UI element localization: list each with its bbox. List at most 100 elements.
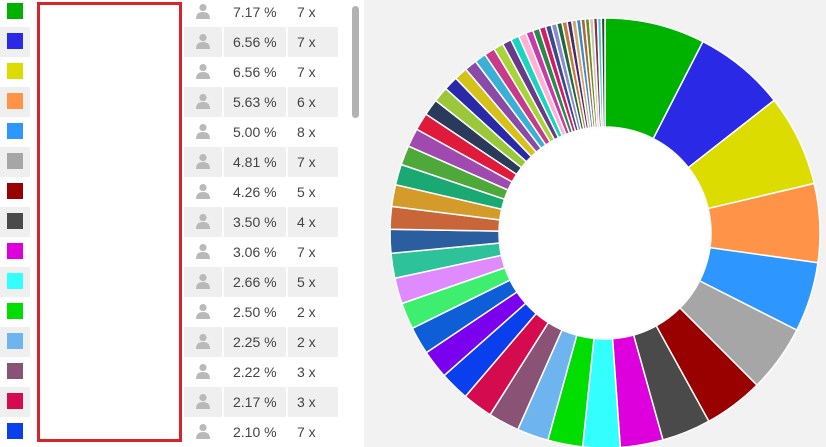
user-icon xyxy=(196,334,210,349)
color-swatch xyxy=(7,363,23,379)
user-icon xyxy=(196,154,210,169)
count-value: 4 x xyxy=(297,214,316,230)
user-icon xyxy=(196,394,210,409)
swatch-cell xyxy=(0,327,30,357)
percent-value: 6.56 % xyxy=(233,34,277,50)
table-row[interactable]: 4.81 % 7 x xyxy=(0,147,340,177)
name-cell xyxy=(34,417,182,447)
percent-cell: 3.06 % xyxy=(224,237,286,267)
percent-value: 5.63 % xyxy=(233,94,277,110)
count-value: 7 x xyxy=(297,424,316,440)
swatch-cell xyxy=(0,0,30,27)
table-row[interactable]: 2.50 % 2 x xyxy=(0,297,340,327)
table-row[interactable]: 2.25 % 2 x xyxy=(0,327,340,357)
color-swatch xyxy=(7,333,23,349)
icon-cell xyxy=(184,357,222,387)
count-value: 3 x xyxy=(297,394,316,410)
table-row[interactable]: 3.06 % 7 x xyxy=(0,237,340,267)
percent-cell: 2.10 % xyxy=(224,417,286,447)
table-row[interactable]: 3.50 % 4 x xyxy=(0,207,340,237)
highlight-box xyxy=(37,2,182,442)
percent-value: 7.17 % xyxy=(233,4,277,20)
count-cell: 7 x xyxy=(288,237,338,267)
name-cell xyxy=(34,57,182,87)
count-cell: 2 x xyxy=(288,297,338,327)
table-row[interactable]: 6.56 % 7 x xyxy=(0,27,340,57)
table-row[interactable]: 5.00 % 8 x xyxy=(0,117,340,147)
icon-cell xyxy=(184,57,222,87)
color-swatch xyxy=(7,243,23,259)
color-swatch xyxy=(7,183,23,199)
swatch-cell xyxy=(0,267,30,297)
percent-cell: 5.00 % xyxy=(224,117,286,147)
percent-value: 2.50 % xyxy=(233,304,277,320)
count-cell: 5 x xyxy=(288,177,338,207)
color-swatch xyxy=(7,3,23,19)
table-row[interactable]: 5.63 % 6 x xyxy=(0,87,340,117)
name-cell xyxy=(34,327,182,357)
user-icon xyxy=(196,304,210,319)
count-cell: 4 x xyxy=(288,207,338,237)
table-row[interactable]: 2.66 % 5 x xyxy=(0,267,340,297)
count-cell: 3 x xyxy=(288,387,338,417)
swatch-cell xyxy=(0,387,30,417)
count-value: 2 x xyxy=(297,304,316,320)
swatch-cell xyxy=(0,417,30,447)
percent-value: 2.66 % xyxy=(233,274,277,290)
user-icon xyxy=(196,4,210,19)
swatch-cell xyxy=(0,177,30,207)
table-row[interactable]: 4.26 % 5 x xyxy=(0,177,340,207)
color-swatch xyxy=(7,213,23,229)
user-icon xyxy=(196,94,210,109)
name-cell xyxy=(34,117,182,147)
donut-slice[interactable] xyxy=(600,17,606,128)
count-value: 6 x xyxy=(297,94,316,110)
count-cell: 8 x xyxy=(288,117,338,147)
table-row[interactable]: 2.17 % 3 x xyxy=(0,387,340,417)
count-value: 5 x xyxy=(297,184,316,200)
count-value: 7 x xyxy=(297,244,316,260)
percent-value: 4.81 % xyxy=(233,154,277,170)
table-row[interactable]: 6.56 % 7 x xyxy=(0,57,340,87)
percent-cell: 7.17 % xyxy=(224,0,286,27)
user-icon xyxy=(196,424,210,439)
name-cell xyxy=(34,357,182,387)
user-icon xyxy=(196,364,210,379)
name-cell xyxy=(34,207,182,237)
percent-cell: 3.50 % xyxy=(224,207,286,237)
count-cell: 7 x xyxy=(288,57,338,87)
percent-cell: 5.63 % xyxy=(224,87,286,117)
count-value: 2 x xyxy=(297,334,316,350)
name-cell xyxy=(34,387,182,417)
swatch-cell xyxy=(0,237,30,267)
color-swatch xyxy=(7,393,23,409)
count-value: 7 x xyxy=(297,154,316,170)
color-swatch xyxy=(7,303,23,319)
percent-cell: 2.66 % xyxy=(224,267,286,297)
count-cell: 7 x xyxy=(288,417,338,447)
scrollbar-thumb[interactable] xyxy=(352,6,359,118)
percent-value: 6.56 % xyxy=(233,64,277,80)
user-icon xyxy=(196,184,210,199)
color-swatch xyxy=(7,63,23,79)
swatch-cell xyxy=(0,357,30,387)
icon-cell xyxy=(184,297,222,327)
donut-hole xyxy=(500,128,710,338)
percent-value: 2.17 % xyxy=(233,394,277,410)
user-icon xyxy=(196,34,210,49)
swatch-cell xyxy=(0,207,30,237)
name-cell xyxy=(34,177,182,207)
percent-value: 2.22 % xyxy=(233,364,277,380)
count-value: 3 x xyxy=(297,364,316,380)
percent-value: 2.10 % xyxy=(233,424,277,440)
count-value: 5 x xyxy=(297,274,316,290)
count-cell: 2 x xyxy=(288,327,338,357)
name-cell xyxy=(34,267,182,297)
percent-cell: 2.50 % xyxy=(224,297,286,327)
name-cell xyxy=(34,237,182,267)
table-row[interactable]: 2.22 % 3 x xyxy=(0,357,340,387)
count-cell: 5 x xyxy=(288,267,338,297)
table-row[interactable]: 2.10 % 7 x xyxy=(0,417,340,447)
percent-cell: 4.81 % xyxy=(224,147,286,177)
name-cell xyxy=(34,27,182,57)
